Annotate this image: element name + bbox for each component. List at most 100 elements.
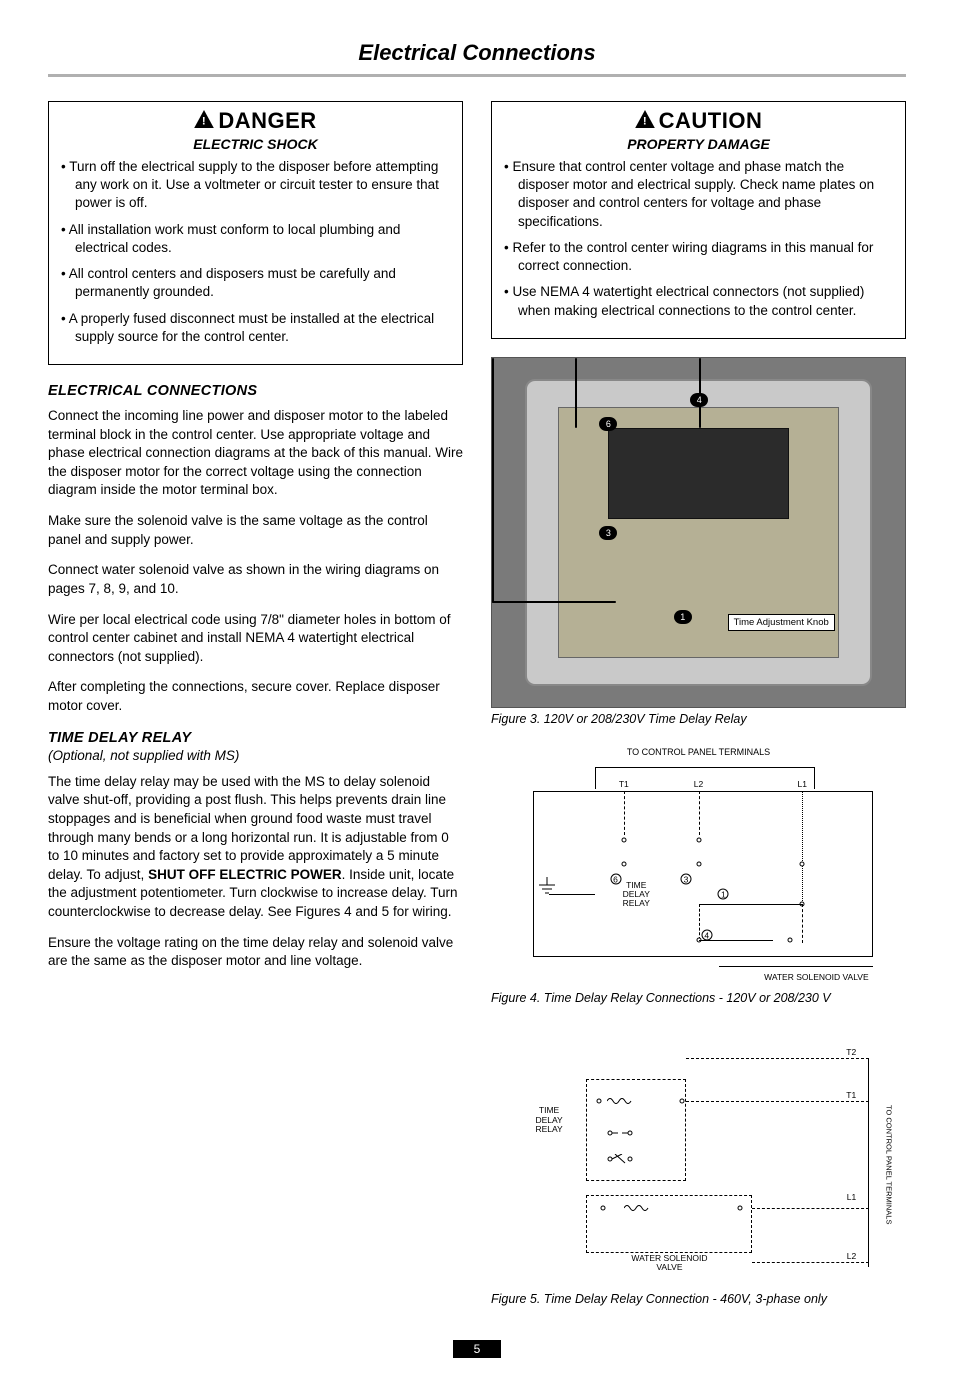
d4-num-1: 1 xyxy=(718,888,729,899)
coil-icon xyxy=(607,1096,633,1106)
caution-heading: ! CAUTION xyxy=(502,108,895,134)
caution-box: ! CAUTION PROPERTY DAMAGE Ensure that co… xyxy=(491,101,906,339)
d5-lead xyxy=(686,1058,869,1059)
caution-item: Use NEMA 4 watertight electrical connect… xyxy=(504,283,893,319)
wiring-diagram-4: TO CONTROL PANEL TERMINALS T1 L2 L1 6 xyxy=(491,742,906,986)
page-title: Electrical Connections xyxy=(48,40,906,66)
ground-icon xyxy=(537,877,557,902)
danger-box: ! DANGER ELECTRIC SHOCK Turn off the ele… xyxy=(48,101,463,365)
d4-dash xyxy=(624,791,625,835)
d4-dash xyxy=(699,904,700,941)
d4-sol-underline xyxy=(719,966,873,967)
switch-icon xyxy=(607,1128,633,1138)
d5-right-label: TO CONTROL PANEL TERMINALS xyxy=(885,1069,894,1262)
body-paragraph: Make sure the solenoid valve is the same… xyxy=(48,512,463,549)
title-rule xyxy=(48,74,906,77)
d4-wire xyxy=(699,940,774,941)
d4-relay-label: TIME DELAY RELAY xyxy=(595,877,678,945)
callout-4: 4 xyxy=(690,393,708,407)
figure-3: 4 6 3 1 Time Adjustment Knob xyxy=(491,357,906,709)
danger-text: DANGER xyxy=(218,108,316,134)
figure-4: TO CONTROL PANEL TERMINALS T1 L2 L1 6 xyxy=(491,742,906,986)
d5-node xyxy=(601,1205,606,1210)
relay-pcb xyxy=(608,428,790,519)
relay-photo: 4 6 3 1 Time Adjustment Knob xyxy=(491,357,906,709)
wire xyxy=(492,601,616,603)
figure-3-caption: Figure 3. 120V or 208/230V Time Delay Re… xyxy=(491,712,906,726)
d4-pin-l2: L2 xyxy=(694,779,703,789)
d4-dash xyxy=(802,791,803,901)
caution-subheading: PROPERTY DAMAGE xyxy=(502,136,895,152)
danger-item: Turn off the electrical supply to the di… xyxy=(61,158,450,213)
warning-icon: ! xyxy=(194,108,214,134)
d5-lead xyxy=(752,1262,868,1263)
d5-terminal-bar xyxy=(868,1058,869,1267)
d5-term-l2: L2 xyxy=(847,1251,856,1261)
caution-list: Ensure that control center voltage and p… xyxy=(502,158,895,320)
right-column: ! CAUTION PROPERTY DAMAGE Ensure that co… xyxy=(491,101,906,1322)
warning-icon: ! xyxy=(635,108,655,134)
svg-text:!: ! xyxy=(643,116,647,128)
d4-top-label: TO CONTROL PANEL TERMINALS xyxy=(491,747,906,757)
callout-3: 3 xyxy=(599,526,617,540)
d5-node xyxy=(738,1205,743,1210)
wiring-diagram-5: TO CONTROL PANEL TERMINALS TIME DELAY RE… xyxy=(491,1021,906,1289)
wire xyxy=(492,358,494,603)
danger-heading: ! DANGER xyxy=(59,108,452,134)
svg-text:!: ! xyxy=(202,116,206,128)
d5-relay-box xyxy=(586,1079,686,1181)
d4-num-4: 4 xyxy=(701,930,712,941)
danger-list: Turn off the electrical supply to the di… xyxy=(59,158,452,346)
text-span: The time delay relay may be used with th… xyxy=(48,774,449,882)
body-paragraph: Connect the incoming line power and disp… xyxy=(48,407,463,500)
danger-item: All installation work must conform to lo… xyxy=(61,221,450,257)
two-column-layout: ! DANGER ELECTRIC SHOCK Turn off the ele… xyxy=(48,101,906,1322)
body-paragraph: Wire per local electrical code using 7/8… xyxy=(48,611,463,667)
danger-item: All control centers and disposers must b… xyxy=(61,265,450,301)
d5-node xyxy=(596,1098,601,1103)
d4-node xyxy=(621,838,626,843)
d4-node xyxy=(696,838,701,843)
danger-item: A properly fused disconnect must be inst… xyxy=(61,310,450,346)
d4-node xyxy=(787,938,792,943)
d4-num-3: 3 xyxy=(681,874,692,885)
d4-node xyxy=(621,862,626,867)
danger-subheading: ELECTRIC SHOCK xyxy=(59,136,452,152)
d4-wire xyxy=(549,894,595,895)
caution-item: Refer to the control center wiring diagr… xyxy=(504,239,893,275)
section-heading-relay: TIME DELAY RELAY xyxy=(48,730,463,746)
caution-text: CAUTION xyxy=(659,108,763,134)
d4-dash xyxy=(802,904,803,943)
body-paragraph: Connect water solenoid valve as shown in… xyxy=(48,561,463,598)
coil-icon xyxy=(624,1203,650,1213)
d4-dash xyxy=(699,791,700,835)
d4-node xyxy=(696,862,701,867)
bold-text: SHUT OFF ELECTRIC POWER xyxy=(148,867,342,882)
switch-open-icon xyxy=(607,1154,633,1164)
d5-lead xyxy=(752,1208,868,1209)
d4-wire xyxy=(699,904,803,905)
d5-term-l1: L1 xyxy=(847,1192,856,1202)
left-column: ! DANGER ELECTRIC SHOCK Turn off the ele… xyxy=(48,101,463,1322)
d5-relay-label: TIME DELAY RELAY xyxy=(516,1106,582,1134)
caution-item: Ensure that control center voltage and p… xyxy=(504,158,893,231)
figure-4-caption: Figure 4. Time Delay Relay Connections -… xyxy=(491,991,906,1005)
callout-1: 1 xyxy=(674,610,692,624)
page-number: 5 xyxy=(453,1340,501,1358)
d4-node xyxy=(800,862,805,867)
body-paragraph: Ensure the voltage rating on the time de… xyxy=(48,934,463,971)
wire xyxy=(575,358,577,428)
d5-node xyxy=(679,1098,684,1103)
d5-solenoid-box xyxy=(586,1195,752,1254)
d5-lead xyxy=(686,1101,869,1102)
body-paragraph: After completing the connections, secure… xyxy=(48,678,463,715)
d4-pin-t1: T1 xyxy=(619,779,629,789)
section-heading-electrical: ELECTRICAL CONNECTIONS xyxy=(48,383,463,399)
d5-term-t1: T1 xyxy=(846,1090,856,1100)
figure-5-caption: Figure 5. Time Delay Relay Connection - … xyxy=(491,1292,906,1306)
d5-solenoid-label: WATER SOLENOID VALVE xyxy=(616,1254,724,1273)
d4-pin-l1: L1 xyxy=(798,779,807,789)
section-note: (Optional, not supplied with MS) xyxy=(48,748,463,763)
d5-term-t2: T2 xyxy=(846,1047,856,1057)
d4-solenoid-label: WATER SOLENOID VALVE xyxy=(764,972,869,982)
